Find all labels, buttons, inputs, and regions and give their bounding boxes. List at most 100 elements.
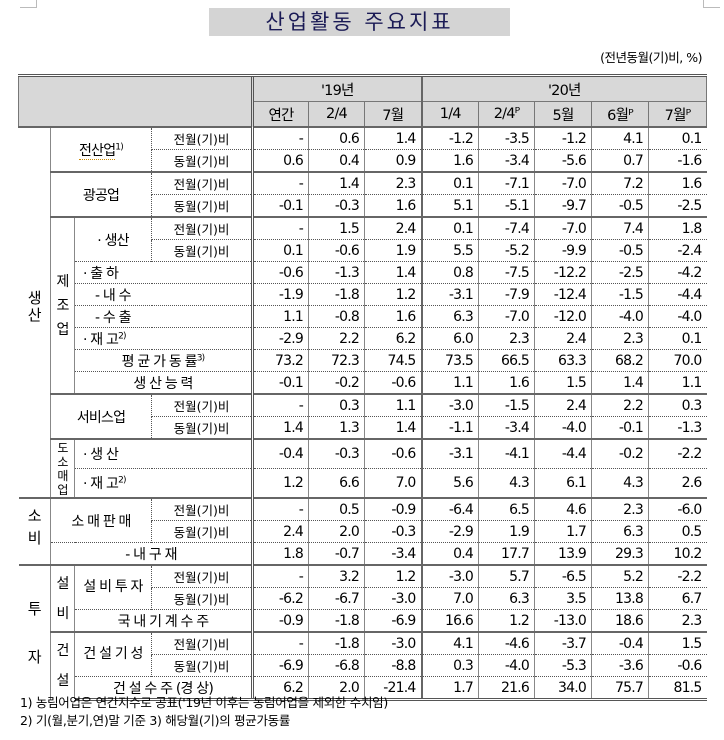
value-cell: -0.9 (363, 497, 422, 521)
value-cell: -0.2 (591, 438, 649, 469)
value-cell: 1.4 (308, 171, 365, 195)
value-cell: -0.6 (363, 438, 422, 469)
row-label-durables: - 내 구 재 (50, 542, 253, 565)
value-cell: 66.5 (478, 349, 535, 372)
value-cell: -5.3 (534, 654, 592, 677)
value-cell: -4.0 (478, 654, 535, 677)
value-cell: 1.8 (251, 542, 309, 565)
header-year-2019: '19년 (250, 74, 423, 102)
value-cell: -4.0 (534, 416, 592, 439)
group-consumption: 소 비 (18, 497, 51, 565)
row-label-services: 서비스업 (50, 393, 152, 439)
header-corner (18, 74, 253, 128)
value-cell: -3.1 (420, 283, 479, 306)
value-cell: - (251, 631, 309, 655)
value-cell: 1.5 (308, 216, 365, 240)
value-cell: -0.1 (251, 194, 309, 217)
page-corner-mark (20, 0, 37, 8)
row-label-mfg-production: · 생산 (74, 216, 152, 262)
value-cell: 7.4 (591, 216, 649, 240)
unit-label: (전년동월(기)비, %) (600, 50, 702, 65)
value-cell: -1.2 (420, 126, 479, 150)
value-cell: -0.6 (363, 371, 422, 394)
value-cell: -0.8 (308, 305, 365, 328)
value-cell: 74.5 (363, 349, 422, 372)
value-cell: 2.3 (591, 497, 649, 521)
value-cell: 2.0 (308, 676, 365, 701)
value-cell: 6.3 (591, 520, 649, 543)
value-cell: -1.2 (534, 126, 592, 150)
sublabel-mom: 전월(기)비 (151, 497, 253, 521)
column-header: 7월 (363, 101, 423, 128)
row-label-retail-sales: 소 매 판 매 (50, 497, 152, 543)
value-cell: -12.2 (534, 261, 592, 284)
value-cell: 4.3 (478, 468, 535, 498)
value-cell: -6.2 (251, 587, 309, 610)
value-cell: -7.1 (478, 171, 535, 195)
value-cell: 21.6 (478, 676, 535, 701)
value-cell: -0.6 (648, 654, 707, 677)
value-cell: 1.2 (478, 609, 535, 632)
value-cell: 13.9 (534, 542, 592, 565)
value-cell: 2.6 (648, 468, 707, 498)
value-cell: -4.2 (648, 261, 707, 284)
value-cell: 0.4 (308, 149, 365, 172)
value-cell: -3.0 (363, 631, 422, 655)
value-cell: -9.9 (534, 239, 592, 262)
value-cell: 1.2 (251, 468, 309, 498)
row-label-manufacturing: 제조업 (50, 216, 75, 394)
value-cell: -4.6 (478, 631, 535, 655)
value-cell: -0.6 (251, 261, 309, 284)
value-cell: 4.1 (420, 631, 479, 655)
value-cell: 63.3 (534, 349, 592, 372)
value-cell: 0.9 (363, 149, 422, 172)
value-cell: -2.9 (251, 327, 309, 350)
value-cell: -2.9 (420, 520, 479, 543)
row-label-construction: 건설 (50, 631, 75, 700)
value-cell: -4.0 (648, 305, 707, 328)
value-cell: -1.3 (648, 416, 707, 439)
value-cell: 1.2 (363, 283, 422, 306)
value-cell: 2.4 (363, 216, 422, 240)
value-cell: 2.3 (363, 171, 422, 195)
sublabel-mom: 전월(기)비 (151, 216, 253, 240)
value-cell: 10.2 (648, 542, 707, 565)
value-cell: 1.6 (363, 305, 422, 328)
value-cell: -6.4 (420, 497, 479, 521)
value-cell: -8.8 (363, 654, 422, 677)
value-cell: 6.3 (478, 587, 535, 610)
value-cell: - (251, 216, 309, 240)
value-cell: -5.6 (534, 149, 592, 172)
value-cell: -0.6 (308, 239, 365, 262)
value-cell: -6.5 (534, 564, 592, 588)
value-cell: 1.5 (534, 371, 592, 394)
value-cell: -0.1 (251, 371, 309, 394)
value-cell: -2.2 (648, 564, 707, 588)
value-cell: 1.4 (363, 261, 422, 284)
value-cell: 1.1 (420, 371, 479, 394)
value-cell: 0.1 (420, 171, 479, 195)
value-cell: -3.4 (478, 416, 535, 439)
value-cell: 17.7 (478, 542, 535, 565)
row-label-wr-inventory: · 재 고2) (74, 468, 253, 498)
sublabel-yoy: 동월(기)비 (151, 416, 253, 439)
value-cell: -3.6 (591, 654, 649, 677)
row-label-domestic: - 내 수 (74, 283, 253, 306)
value-cell: -5.1 (478, 194, 535, 217)
value-cell: -1.8 (308, 631, 365, 655)
sublabel-mom: 전월(기)비 (151, 393, 253, 417)
value-cell: -0.4 (251, 438, 309, 469)
value-cell: -5.2 (478, 239, 535, 262)
value-cell: 18.6 (591, 609, 649, 632)
value-cell: 1.9 (363, 239, 422, 262)
column-header: 연간 (251, 101, 309, 128)
column-header: 1/4 (420, 101, 480, 128)
value-cell: 2.3 (478, 327, 535, 350)
value-cell: 0.3 (420, 654, 479, 677)
row-label-export: - 수 출 (74, 305, 253, 328)
value-cell: -4.1 (478, 438, 535, 469)
value-cell: 3.2 (308, 564, 365, 588)
value-cell: -6.9 (363, 609, 422, 632)
sublabel-mom: 전월(기)비 (151, 631, 253, 655)
header-year-2020: '20년 (420, 74, 708, 102)
